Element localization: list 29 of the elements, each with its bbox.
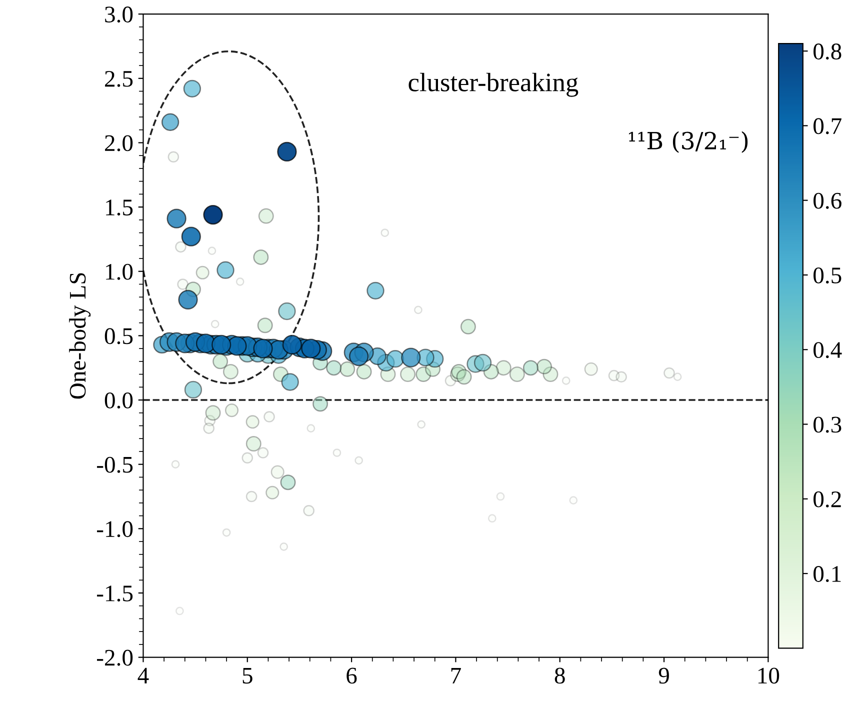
y-tick-label: 3.0 <box>105 6 133 23</box>
annotation: ¹¹B (3/2₁⁻) <box>628 131 748 153</box>
y-tick-label: -2.0 <box>97 650 133 666</box>
y-tick-label: -0.5 <box>97 456 133 473</box>
color-bar-label: 0.1 <box>814 566 841 582</box>
color-bar-label: 0.7 <box>814 118 842 134</box>
y-tick-label: 2.0 <box>105 135 133 152</box>
x-tick-label: 9 <box>658 668 669 684</box>
y-tick-label: -1.0 <box>97 521 133 538</box>
x-tick-label: 5 <box>242 668 252 684</box>
color-bar-label: 0.8 <box>814 44 842 60</box>
x-tick-label: 6 <box>346 668 357 684</box>
y-tick-label: 1.0 <box>106 264 133 280</box>
x-tick-label: 4 <box>138 668 149 684</box>
x-tick-label: 8 <box>554 668 565 684</box>
y-tick-label: 2.5 <box>105 70 133 87</box>
y-tick-label: 0.0 <box>104 392 133 409</box>
x-tick-label: 7 <box>451 668 461 684</box>
color-bar-label: 0.6 <box>814 192 842 209</box>
y-tick-label: -1.5 <box>97 586 133 602</box>
color-bar-label: 0.3 <box>814 416 842 433</box>
color-bar-label: 0.4 <box>814 342 842 358</box>
color-bar-label: 0.5 <box>814 267 842 284</box>
y-axis-title: One-body LS <box>69 273 91 399</box>
y-tick-label: 1.5 <box>106 200 133 216</box>
y-tick-label: 0.5 <box>104 328 133 344</box>
color-bar-label: 0.2 <box>814 491 841 508</box>
annotation: cluster-breaking <box>408 72 578 97</box>
x-tick-label: 10 <box>758 668 780 684</box>
